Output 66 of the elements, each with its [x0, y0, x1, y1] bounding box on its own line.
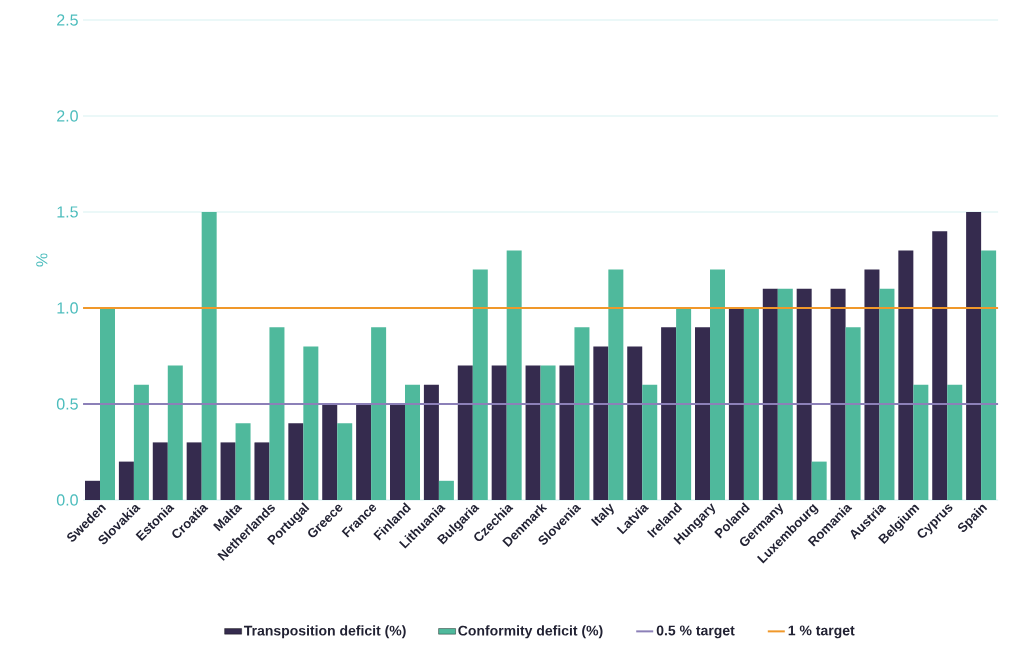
bar — [777, 288, 793, 500]
bar — [593, 346, 609, 500]
bar — [371, 327, 387, 500]
bar — [235, 423, 251, 500]
bar — [390, 404, 405, 500]
y-tick-label: 1.5 — [57, 206, 78, 218]
y-tick-label: 2.0 — [57, 110, 78, 122]
bar — [574, 327, 590, 500]
bar — [220, 442, 236, 500]
bar — [472, 269, 488, 500]
bar — [186, 442, 202, 500]
bar — [845, 327, 861, 500]
bar — [676, 308, 692, 500]
bar — [608, 269, 624, 500]
bar — [695, 327, 711, 500]
bar — [167, 365, 183, 500]
bar — [100, 308, 115, 500]
legend-label: 1 % target — [788, 625, 855, 639]
bar — [981, 250, 997, 500]
bar — [932, 231, 948, 500]
bar — [811, 461, 827, 500]
bar — [337, 423, 353, 500]
bar — [303, 346, 319, 500]
y-tick-label: 0.5 — [56, 398, 78, 410]
bar — [491, 365, 507, 500]
y-axis-title: % — [36, 253, 48, 267]
bar — [898, 250, 914, 500]
bar — [947, 384, 963, 500]
bar — [254, 442, 270, 500]
bar — [506, 250, 522, 500]
bar — [525, 365, 541, 500]
legend-label: Transposition deficit (%) — [243, 625, 406, 639]
x-tick-label: Italy — [590, 503, 614, 527]
bar — [879, 288, 895, 500]
bar — [457, 365, 473, 500]
bar — [796, 288, 812, 500]
bar — [405, 384, 420, 500]
y-tick-label: 0.0 — [56, 494, 78, 506]
bar — [762, 288, 778, 500]
bar — [540, 365, 556, 500]
bar — [559, 365, 575, 500]
y-tick-label: 1.0 — [57, 302, 78, 314]
bar — [118, 461, 134, 500]
bar — [966, 212, 982, 500]
y-tick-label: 2.5 — [57, 14, 78, 26]
bar — [152, 442, 168, 500]
bar — [627, 346, 643, 500]
bar — [85, 480, 100, 500]
bar — [322, 404, 338, 500]
bar — [913, 384, 929, 500]
bar — [133, 384, 149, 500]
bar — [201, 212, 217, 500]
bar — [356, 404, 372, 500]
bar — [743, 308, 759, 500]
bar — [830, 288, 846, 500]
bar — [864, 269, 880, 500]
bar — [728, 308, 744, 500]
bar — [269, 327, 285, 500]
bar — [642, 384, 658, 500]
legend-label: 0.5 % target — [656, 625, 735, 639]
bar — [710, 269, 726, 500]
bar — [661, 327, 677, 500]
bar — [438, 480, 454, 500]
legend-label: Conformity deficit (%) — [458, 625, 603, 639]
bar — [288, 423, 304, 500]
bar — [423, 384, 439, 500]
